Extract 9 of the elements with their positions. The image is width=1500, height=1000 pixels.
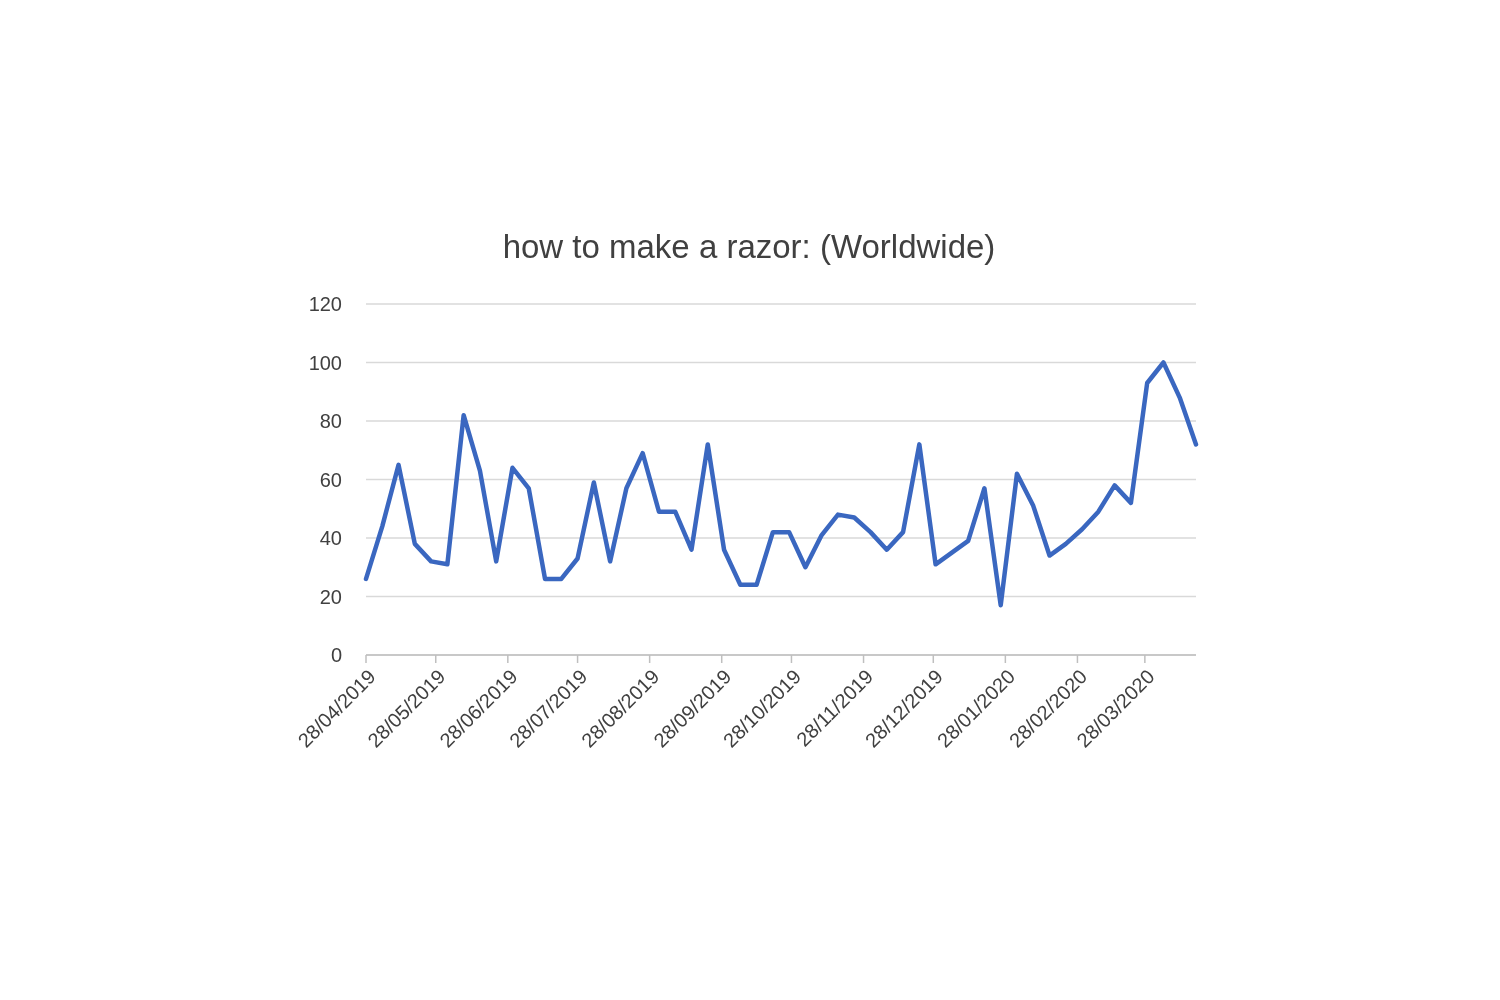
line-series bbox=[363, 360, 1199, 608]
y-tick-label: 80 bbox=[319, 410, 342, 432]
y-tick-label: 60 bbox=[319, 468, 342, 491]
y-tick-label: 120 bbox=[308, 293, 342, 315]
chart-title: how to make a razor: (Worldwide) bbox=[502, 228, 996, 265]
y-tick-label: 40 bbox=[319, 527, 342, 549]
y-tick-label: 0 bbox=[330, 644, 342, 666]
y-tick-label: 20 bbox=[319, 585, 342, 608]
y-tick-label: 100 bbox=[308, 351, 342, 374]
